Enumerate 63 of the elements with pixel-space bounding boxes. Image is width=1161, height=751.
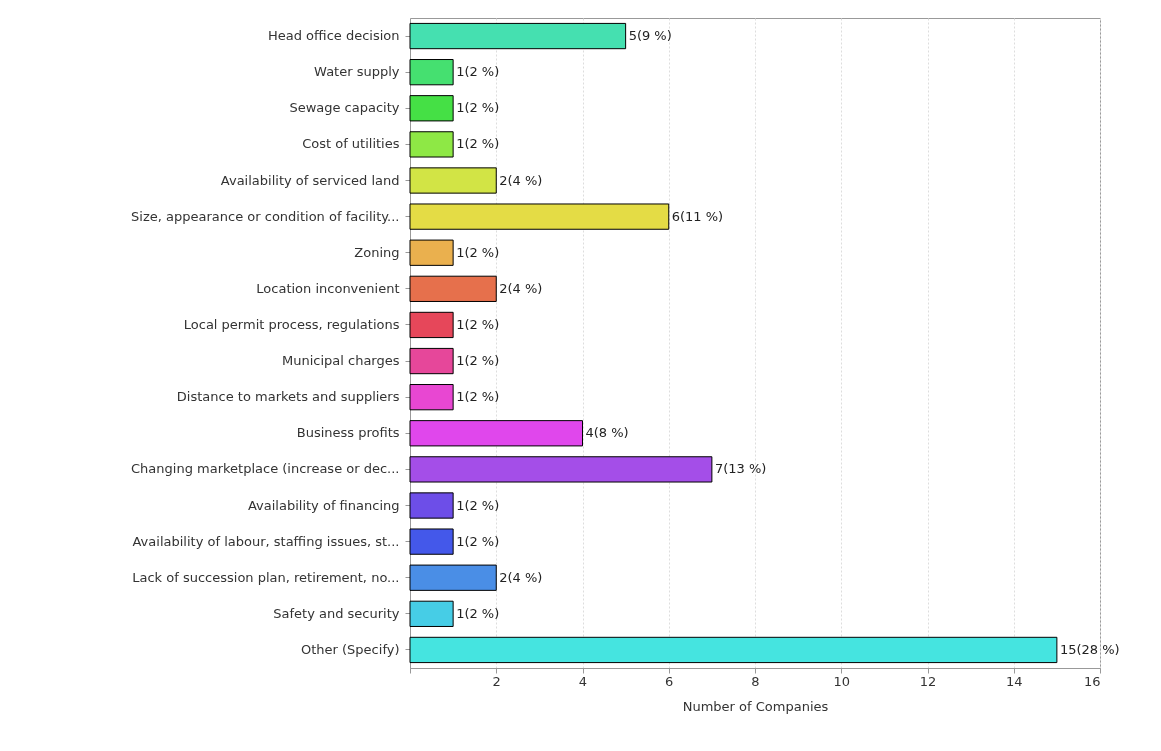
data-label: 4(8 %) bbox=[585, 425, 629, 441]
data-label: 1(2 %) bbox=[456, 244, 500, 260]
x-axis-title: Number of Companies bbox=[682, 698, 829, 714]
x-tick-label: 12 bbox=[919, 673, 937, 689]
x-tick-label: 2 bbox=[492, 673, 501, 689]
bar bbox=[409, 203, 670, 230]
x-tick-label: 14 bbox=[1005, 673, 1023, 689]
x-tick-label: 6 bbox=[665, 673, 674, 689]
data-label: 1(2 %) bbox=[456, 533, 500, 549]
bar bbox=[409, 311, 454, 339]
x-tick-label: 8 bbox=[751, 673, 760, 689]
data-label: 5(9 %) bbox=[628, 28, 672, 44]
data-label: 6(11 %) bbox=[671, 208, 724, 224]
y-tick-label: Business profits bbox=[296, 425, 400, 441]
y-tick-label: Availability of labour, staffing issues, st... bbox=[132, 533, 400, 549]
bar bbox=[409, 239, 454, 266]
bar bbox=[409, 275, 497, 302]
y-tick-label: Municipal charges bbox=[281, 353, 400, 369]
bar bbox=[409, 456, 713, 483]
bar bbox=[409, 564, 497, 591]
bar bbox=[409, 22, 627, 50]
x-tick-label: 4 bbox=[578, 673, 588, 689]
data-label: 1(2 %) bbox=[456, 64, 500, 80]
y-tick-label: Zoning bbox=[354, 244, 400, 260]
y-tick-label: Location inconvenient bbox=[256, 280, 400, 296]
data-label: 1(2 %) bbox=[456, 100, 500, 116]
bar bbox=[409, 131, 454, 158]
x-tick-label: 16 bbox=[1083, 673, 1101, 689]
y-tick-label: Lack of succession plan, retirement, no... bbox=[132, 569, 400, 585]
data-label: 7(13 %) bbox=[714, 461, 767, 477]
y-tick-label: Size, appearance or condition of facility... bbox=[131, 208, 400, 224]
bar bbox=[409, 492, 454, 519]
data-label: 2(4 %) bbox=[499, 569, 543, 585]
y-tick-label: Distance to markets and suppliers bbox=[176, 389, 400, 405]
data-label: 2(4 %) bbox=[499, 172, 543, 188]
y-tick-label: Availability of financing bbox=[247, 497, 400, 513]
data-label: 15(28 %) bbox=[1059, 641, 1120, 657]
y-tick-label: Water supply bbox=[314, 64, 400, 80]
y-tick-label: Local permit process, regulations bbox=[183, 316, 400, 332]
data-label: 1(2 %) bbox=[456, 389, 500, 405]
bar bbox=[409, 59, 454, 86]
bar bbox=[409, 636, 1058, 664]
bar bbox=[409, 528, 454, 555]
bar bbox=[409, 347, 454, 375]
data-label: 1(2 %) bbox=[456, 497, 500, 513]
y-tick-label: Safety and security bbox=[273, 605, 400, 621]
data-label: 1(2 %) bbox=[456, 136, 500, 152]
data-label: 1(2 %) bbox=[456, 353, 500, 369]
y-tick-label: Head office decision bbox=[267, 28, 400, 44]
bar bbox=[409, 600, 454, 627]
bar bbox=[409, 420, 583, 447]
x-tick-label: 10 bbox=[833, 673, 851, 689]
data-label: 1(2 %) bbox=[456, 316, 500, 332]
bar bbox=[409, 167, 497, 194]
data-label: 2(4 %) bbox=[499, 280, 543, 296]
y-tick-label: Cost of utilities bbox=[302, 136, 400, 152]
y-tick-label: Availability of serviced land bbox=[220, 172, 400, 188]
y-tick-label: Changing marketplace (increase or dec... bbox=[131, 461, 400, 477]
y-tick-label: Sewage capacity bbox=[289, 100, 400, 116]
bar bbox=[409, 384, 454, 411]
data-label: 1(2 %) bbox=[456, 605, 500, 621]
bar bbox=[409, 95, 454, 122]
y-tick-label: Other (Specify) bbox=[301, 641, 400, 657]
